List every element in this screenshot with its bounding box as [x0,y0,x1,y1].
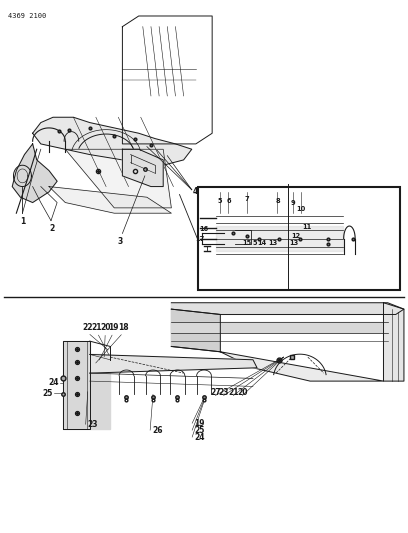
Text: 25: 25 [194,426,204,434]
Text: 10: 10 [297,206,306,212]
Text: 11: 11 [303,224,312,230]
Polygon shape [220,352,384,381]
Polygon shape [90,354,257,373]
Text: 14: 14 [258,240,267,246]
Text: 8: 8 [275,198,280,204]
Text: 17: 17 [195,236,204,242]
Text: 19: 19 [194,419,205,427]
Text: 16: 16 [200,226,208,232]
Polygon shape [33,117,192,165]
Text: 21: 21 [92,322,102,332]
Polygon shape [171,303,404,314]
Text: 22: 22 [82,322,93,332]
Polygon shape [216,226,343,251]
Text: 12: 12 [292,233,301,239]
Text: 25: 25 [43,389,53,398]
Polygon shape [171,322,396,333]
Text: 5: 5 [252,240,257,246]
Text: 27: 27 [210,388,221,397]
Polygon shape [122,149,163,187]
Text: 1: 1 [20,217,25,226]
Text: 7: 7 [245,196,250,202]
Text: 13: 13 [289,240,298,246]
Text: 3: 3 [118,237,123,246]
Text: 4: 4 [193,188,198,196]
Text: 5: 5 [217,198,222,204]
Text: 4369 2100: 4369 2100 [8,13,47,19]
Text: 2: 2 [50,224,55,233]
Bar [198,187,400,290]
Text: 6: 6 [226,198,231,204]
Text: 20: 20 [100,322,111,332]
Polygon shape [63,341,110,429]
Text: 15: 15 [242,240,251,246]
Text: 9: 9 [290,200,295,206]
Text: 26: 26 [152,426,163,434]
Polygon shape [65,149,171,208]
Text: 24: 24 [49,378,59,387]
Polygon shape [384,303,404,381]
Polygon shape [49,187,171,213]
Text: 20: 20 [237,388,248,397]
Polygon shape [171,309,220,352]
Text: 13: 13 [269,240,278,246]
Text: 23: 23 [218,388,229,397]
Text: 24: 24 [194,433,205,441]
Text: 23: 23 [88,420,98,429]
Text: 19: 19 [108,322,119,332]
Polygon shape [12,144,57,203]
Text: 18: 18 [118,322,129,332]
Text: 21: 21 [228,388,239,397]
